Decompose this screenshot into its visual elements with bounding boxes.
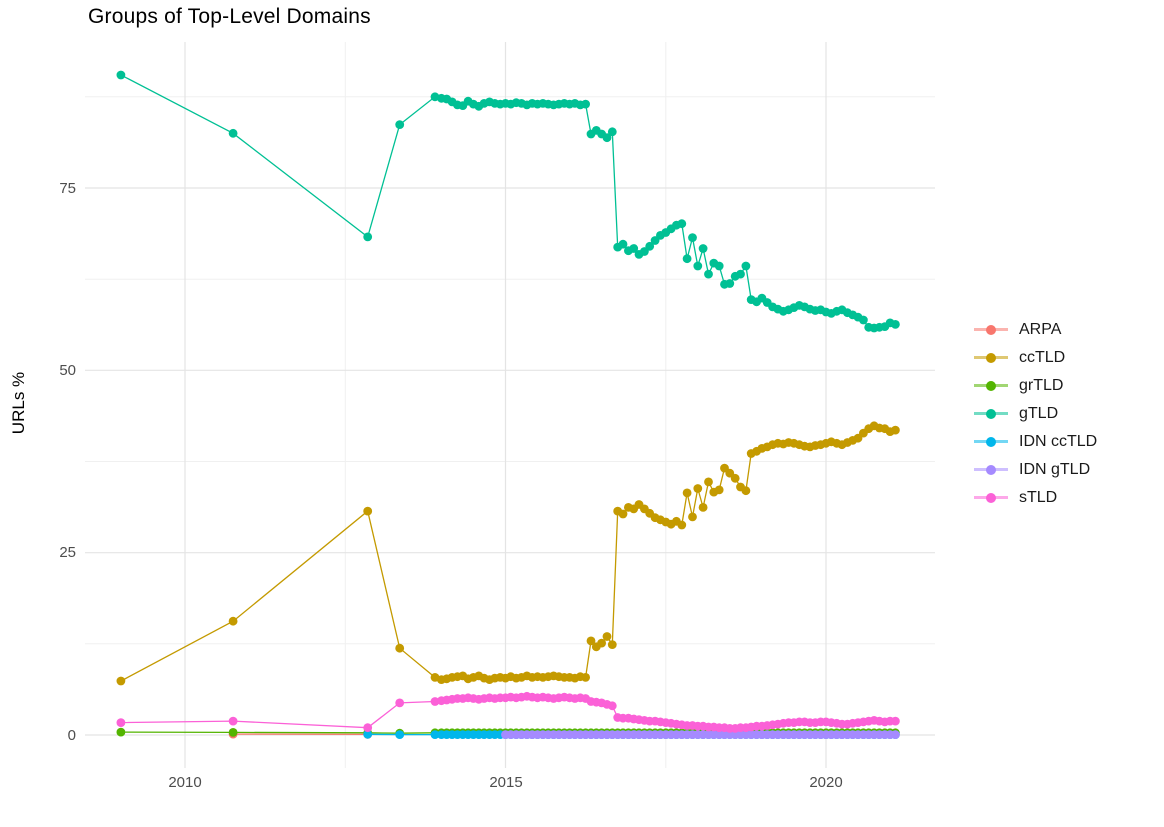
legend-label-idn-gtld: IDN gTLD bbox=[1019, 460, 1091, 478]
x-tick-2010: 2010 bbox=[168, 774, 202, 791]
y-tick-0: 0 bbox=[67, 727, 76, 744]
legend-label-arpa: ARPA bbox=[1019, 320, 1062, 338]
legend-key-cctld bbox=[974, 348, 1008, 367]
y-tick-75: 75 bbox=[59, 180, 76, 197]
legend-item-gtld: gTLD bbox=[974, 404, 1097, 423]
legend-item-idn-gtld: IDN gTLD bbox=[974, 460, 1097, 479]
legend-key-stld bbox=[974, 488, 1008, 507]
y-tick-50: 50 bbox=[59, 362, 76, 379]
y-axis-title: URLs % bbox=[9, 371, 28, 435]
legend-item-stld: sTLD bbox=[974, 488, 1097, 507]
legend-label-cctld: ccTLD bbox=[1019, 348, 1066, 366]
legend-item-idn-cctld: IDN ccTLD bbox=[974, 432, 1097, 451]
legend-label-stld: sTLD bbox=[1019, 488, 1058, 506]
legend-label-gtld: gTLD bbox=[1019, 404, 1059, 422]
legend-key-idn-cctld bbox=[974, 432, 1008, 451]
y-tick-25: 25 bbox=[59, 544, 76, 561]
legend-key-idn-gtld bbox=[974, 460, 1008, 479]
legend: ARPA ccTLD grTLD gTLD IDN ccTLD IDN gTLD… bbox=[974, 320, 1097, 507]
legend-label-grtld: grTLD bbox=[1019, 376, 1064, 394]
legend-key-gtld bbox=[974, 404, 1008, 423]
legend-item-arpa: ARPA bbox=[974, 320, 1097, 339]
legend-key-grtld bbox=[974, 376, 1008, 395]
chart-title: Groups of Top-Level Domains bbox=[88, 5, 371, 28]
legend-item-cctld: ccTLD bbox=[974, 348, 1097, 367]
x-tick-2015: 2015 bbox=[489, 774, 523, 791]
legend-item-grtld: grTLD bbox=[974, 376, 1097, 395]
x-tick-2020: 2020 bbox=[809, 774, 843, 791]
legend-key-arpa bbox=[974, 320, 1008, 339]
legend-label-idn-cctld: IDN ccTLD bbox=[1019, 432, 1098, 450]
